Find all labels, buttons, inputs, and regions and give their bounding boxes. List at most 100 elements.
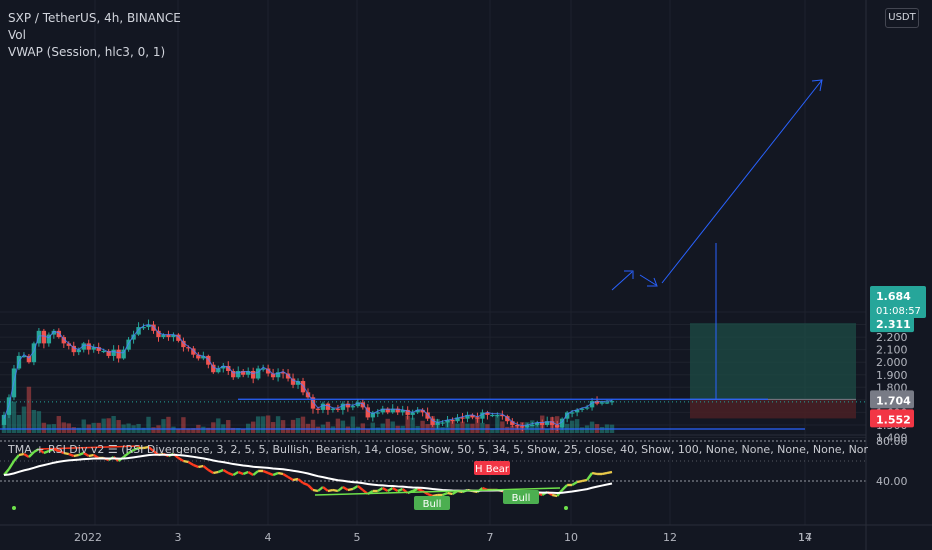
candle-body bbox=[196, 354, 201, 359]
vwap-line bbox=[3, 324, 613, 427]
candle-body bbox=[325, 403, 331, 410]
rsi-line-segment bbox=[427, 492, 434, 498]
current-price-tag: 1.684 bbox=[876, 290, 911, 303]
h-bear-label: H Bear bbox=[475, 464, 510, 475]
rsi-line-segment bbox=[43, 449, 50, 455]
candle-body bbox=[320, 403, 326, 410]
rsi-line-segment bbox=[352, 484, 359, 491]
rsi-tick-label: 40.00 bbox=[876, 475, 908, 488]
candle-body bbox=[495, 414, 500, 417]
candle-body bbox=[91, 347, 96, 350]
volume-indicator-label[interactable]: Vol bbox=[8, 28, 26, 42]
candle-body bbox=[574, 409, 580, 413]
candle-body bbox=[171, 334, 176, 338]
candle-body bbox=[395, 408, 400, 413]
time-tick-label: 2022 bbox=[74, 531, 102, 544]
volume-bar bbox=[141, 427, 146, 433]
time-tick-label: 5 bbox=[354, 531, 361, 544]
rsi-line-segment bbox=[606, 470, 613, 475]
volume-bar bbox=[285, 427, 291, 433]
candle-body bbox=[260, 368, 266, 370]
rsi-line-segment bbox=[327, 488, 334, 493]
candle-body bbox=[201, 355, 206, 359]
rsi-line-segment bbox=[18, 452, 25, 457]
candle-body bbox=[380, 408, 385, 413]
candle-body bbox=[191, 348, 196, 355]
arrow-head bbox=[811, 79, 823, 92]
candle-body bbox=[545, 421, 550, 425]
volume-bar bbox=[126, 423, 131, 433]
time-tick-label: 12 bbox=[663, 531, 677, 544]
currency-button[interactable]: USDT bbox=[885, 8, 919, 28]
candle-body bbox=[270, 373, 276, 378]
candle-body bbox=[455, 417, 460, 422]
rsi-indicator-legend[interactable]: TMA + RSI Div v2 ☰ (RSI Divergence, 3, 2… bbox=[8, 443, 868, 456]
candle-body bbox=[290, 378, 296, 385]
candle-body bbox=[425, 412, 430, 419]
candle-body bbox=[385, 408, 390, 413]
volume-bar bbox=[295, 418, 301, 433]
candle-body bbox=[310, 397, 316, 409]
volume-bar bbox=[390, 421, 395, 433]
price-tick-label: 2.100 bbox=[876, 344, 908, 357]
candle-body bbox=[1, 414, 7, 425]
time-tick-label: 14 bbox=[798, 531, 812, 544]
volume-bar bbox=[216, 418, 221, 433]
candle-body bbox=[450, 419, 455, 422]
candle-body bbox=[470, 414, 475, 418]
volume-bar bbox=[91, 422, 96, 433]
bull-label-2: Bull bbox=[512, 493, 531, 504]
candle-body bbox=[161, 334, 166, 338]
volume-bar bbox=[350, 416, 356, 433]
volume-bar bbox=[480, 422, 485, 433]
candle-body bbox=[430, 418, 435, 425]
target-zone bbox=[690, 323, 856, 400]
rsi-line-segment bbox=[78, 451, 85, 457]
candle-body bbox=[554, 424, 560, 428]
target-arrow bbox=[661, 79, 823, 284]
rsi-line-segment bbox=[232, 470, 239, 477]
volume-bar bbox=[340, 420, 346, 433]
volume-bar bbox=[245, 423, 251, 433]
volume-bar bbox=[116, 420, 121, 433]
volume-bar bbox=[171, 426, 176, 433]
volume-bar bbox=[16, 414, 22, 433]
candle-body bbox=[66, 343, 71, 346]
time-tick-label: 7 bbox=[487, 531, 494, 544]
candle-body bbox=[245, 370, 251, 375]
volume-bar bbox=[236, 428, 241, 433]
rsi-line-segment bbox=[198, 464, 204, 469]
candle-body bbox=[106, 350, 111, 356]
volume-bar bbox=[231, 427, 236, 433]
candle-body bbox=[365, 407, 371, 418]
candle-body bbox=[76, 349, 81, 353]
rsi-line-segment bbox=[122, 452, 130, 458]
rsi-line-segment bbox=[442, 491, 448, 497]
volume-bar bbox=[191, 428, 196, 433]
candle-body bbox=[355, 402, 361, 407]
volume-bar bbox=[265, 415, 271, 433]
candle-body bbox=[275, 372, 281, 378]
entry-price-tag: 1.704 bbox=[876, 394, 911, 407]
rsi-line-segment bbox=[13, 454, 20, 462]
candle-body bbox=[116, 349, 121, 359]
vwap-indicator-label[interactable]: VWAP (Session, hlc3, 0, 1) bbox=[8, 45, 166, 59]
symbol-title[interactable]: SXP / TetherUS, 4h, BINANCE bbox=[8, 11, 181, 25]
candle-body bbox=[335, 408, 341, 410]
arrow-head bbox=[647, 277, 658, 287]
volume-bar bbox=[166, 416, 171, 433]
candle-body bbox=[71, 345, 76, 353]
candle-body bbox=[250, 370, 256, 379]
candle-body bbox=[280, 372, 286, 374]
candle-body bbox=[530, 424, 535, 427]
entry-price-tag-box bbox=[870, 390, 914, 409]
rsi-line-segment bbox=[417, 487, 424, 493]
candle-body bbox=[505, 416, 510, 422]
volume-bar bbox=[440, 427, 445, 433]
volume-bar bbox=[41, 422, 47, 433]
volume-bar bbox=[579, 427, 585, 433]
volume-bar bbox=[275, 416, 281, 433]
bull-label-2-box bbox=[503, 490, 539, 504]
candle-body bbox=[166, 334, 171, 338]
